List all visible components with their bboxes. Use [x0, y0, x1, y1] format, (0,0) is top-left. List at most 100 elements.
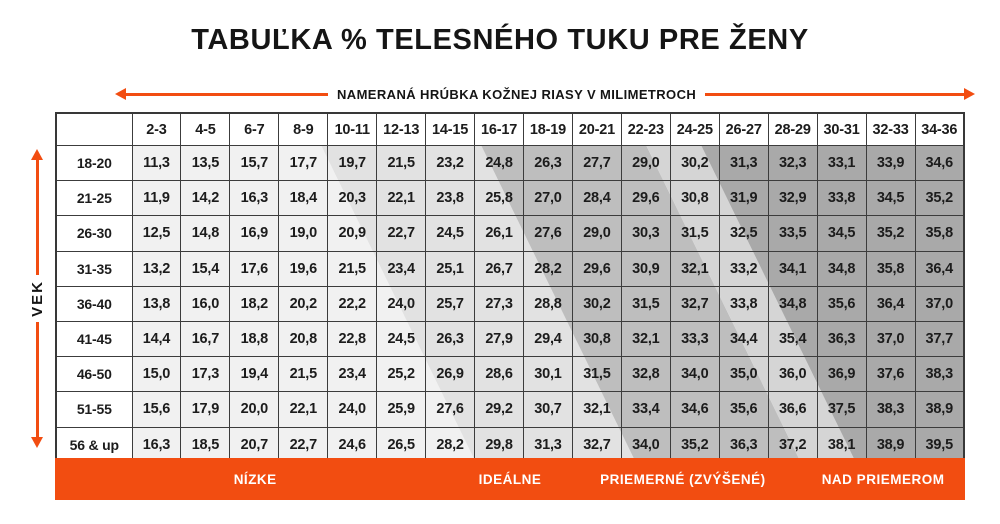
cell-value: 30,3 [620, 215, 671, 252]
y-axis-caption: VEK [28, 149, 46, 448]
cell-value: 37,5 [816, 391, 867, 428]
cell-value: 17,9 [180, 391, 231, 428]
cell-value: 27,7 [571, 144, 622, 182]
cell-value: 32,3 [767, 144, 818, 182]
cell-value: 33,4 [620, 391, 671, 428]
cell-value: 31,5 [571, 356, 622, 393]
cell-value: 36,9 [816, 356, 867, 393]
cell-value: 34,8 [816, 250, 867, 287]
cell-value: 35,2 [914, 180, 965, 217]
col-skinfold-header: 20-21 [571, 112, 622, 146]
cell-value: 34,4 [718, 320, 769, 358]
cell-value: 17,7 [278, 144, 329, 182]
legend-item-above-average: NAD PRIEMEROM [821, 471, 945, 487]
cell-value: 13,5 [180, 144, 231, 182]
cell-value: 31,3 [523, 426, 573, 464]
col-skinfold-header: 30-31 [816, 112, 867, 146]
table-row: 51-55 15,6 17,9 20,0 22,1 24,0 25,9 27,6 29,2 30,… [55, 391, 965, 428]
cell-value: 20,3 [327, 180, 378, 217]
cell-value: 31,5 [620, 285, 671, 322]
cell-value: 22,1 [278, 391, 329, 428]
category-legend-bar: NÍZKE IDEÁLNE PRIEMERNÉ (ZVÝŠENÉ) NAD PR… [55, 458, 965, 500]
cell-value: 39,5 [914, 426, 965, 464]
cell-value: 22,7 [278, 426, 329, 464]
cell-value: 35,4 [767, 320, 818, 358]
cell-value: 27,6 [425, 391, 476, 428]
cell-value: 37,7 [914, 320, 965, 358]
page-title: TABUĽKA % TELESNÉHO TUKU PRE ŽENY [191, 24, 809, 56]
col-skinfold-header: 8-9 [278, 112, 329, 146]
cell-value: 22,1 [376, 180, 427, 217]
cell-value: 36,6 [767, 391, 818, 428]
cell-value: 13,8 [131, 285, 182, 322]
cell-value: 29,0 [571, 215, 622, 252]
cell-value: 23,8 [425, 180, 476, 217]
cell-value: 15,7 [229, 144, 280, 182]
legend-item-average: PRIEMERNÉ (ZVÝŠENÉ) [600, 471, 766, 487]
cell-value: 29,6 [571, 250, 622, 287]
cell-value: 23,2 [425, 144, 476, 182]
cell-value: 15,6 [131, 391, 182, 428]
cell-value: 36,3 [816, 320, 867, 358]
row-age-label: 31-35 [55, 250, 133, 287]
cell-value: 18,8 [229, 320, 280, 358]
col-skinfold-header: 10-11 [327, 112, 378, 146]
cell-value: 33,9 [865, 144, 916, 182]
col-skinfold-header: 26-27 [718, 112, 769, 146]
cell-value: 32,7 [571, 426, 622, 464]
cell-value: 36,3 [718, 426, 769, 464]
cell-value: 15,4 [180, 250, 231, 287]
cell-value: 20,9 [327, 215, 378, 252]
cell-value: 16,3 [131, 426, 182, 464]
legend-item-ideal: IDEÁLNE [478, 471, 542, 487]
cell-value: 16,9 [229, 215, 280, 252]
table-row: 18-20 11,3 13,5 15,7 17,7 19,7 21,5 23,2 24,8 26,… [55, 144, 965, 182]
corner-cell [55, 112, 133, 146]
cell-value: 20,2 [278, 285, 329, 322]
cell-value: 20,0 [229, 391, 280, 428]
table-row: 31-35 13,2 15,4 17,6 19,6 21,5 23,4 25,1 26,7 28,… [55, 250, 965, 287]
col-skinfold-header: 12-13 [376, 112, 427, 146]
cell-value: 33,2 [718, 250, 769, 287]
left-arrow-icon [115, 88, 328, 100]
cell-value: 26,9 [425, 356, 476, 393]
cell-value: 32,5 [718, 215, 769, 252]
cell-value: 11,3 [131, 144, 182, 182]
up-arrow-icon [31, 149, 43, 160]
arrow-line [35, 160, 39, 276]
col-skinfold-header: 6-7 [229, 112, 280, 146]
row-age-label: 41-45 [55, 320, 133, 358]
row-age-label: 18-20 [55, 144, 133, 182]
cell-value: 36,4 [865, 285, 916, 322]
cell-value: 22,7 [376, 215, 427, 252]
cell-value: 32,1 [571, 391, 622, 428]
cell-value: 33,3 [669, 320, 720, 358]
cell-value: 29,8 [474, 426, 524, 464]
cell-value: 22,2 [327, 285, 378, 322]
cell-value: 27,6 [523, 215, 573, 252]
cell-value: 25,8 [474, 180, 524, 217]
cell-value: 32,1 [620, 320, 671, 358]
cell-value: 26,7 [474, 250, 524, 287]
cell-value: 38,9 [914, 391, 965, 428]
cell-value: 27,9 [474, 320, 524, 358]
body-fat-table: 2-3 4-5 6-7 8-9 10-11 12-13 14-15 16-17 18-19 20-… [55, 112, 965, 464]
cell-value: 29,4 [523, 320, 573, 358]
cell-value: 21,5 [376, 144, 427, 182]
cell-value: 19,6 [278, 250, 329, 287]
cell-value: 16,3 [229, 180, 280, 217]
cell-value: 34,6 [914, 144, 965, 182]
row-age-label: 46-50 [55, 356, 133, 393]
table-row: 56 & up 16,3 18,5 20,7 22,7 24,6 26,5 28,2 29,8 3… [55, 426, 965, 464]
col-skinfold-header: 34-36 [914, 112, 965, 146]
cell-value: 28,4 [571, 180, 622, 217]
arrow-line [35, 321, 39, 437]
cell-value: 32,9 [767, 180, 818, 217]
cell-value: 11,9 [131, 180, 182, 217]
cell-value: 30,2 [669, 144, 720, 182]
cell-value: 35,0 [718, 356, 769, 393]
cell-value: 30,8 [571, 320, 622, 358]
cell-value: 28,8 [523, 285, 573, 322]
cell-value: 30,8 [669, 180, 720, 217]
cell-value: 14,4 [131, 320, 182, 358]
